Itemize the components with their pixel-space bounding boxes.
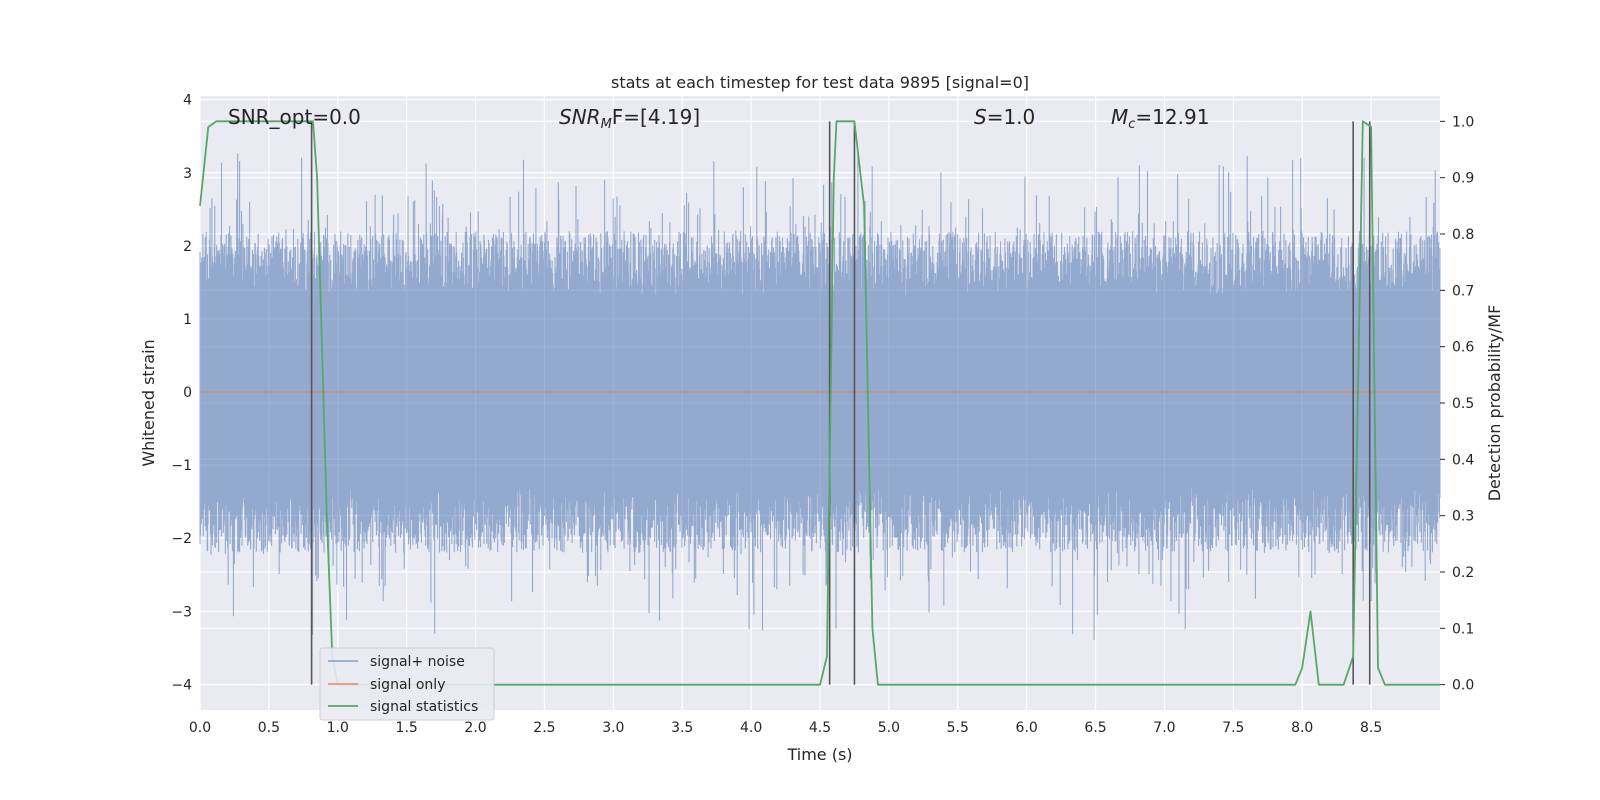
series-signal-statistics — [199, 120, 1440, 686]
y-right-ticks: 1.0 0.9 0.8 0.7 0.6 0.5 0.4 0.3 0.2 0.1 0.0 — [1440, 114, 1474, 694]
series-signal-noise — [199, 152, 1441, 640]
y-left-tick-label: 0 — [183, 385, 192, 401]
y-left-tick-label: 3 — [183, 166, 192, 182]
y-right-tick-label: 0.8 — [1452, 227, 1474, 243]
y-right-tick-label: 0.1 — [1452, 621, 1474, 637]
legend-label-signal-statistics: signal statistics — [370, 699, 478, 715]
annotation-snr-mf: SNRMF=[4.19] — [559, 105, 700, 132]
y-right-tick-label: 0.5 — [1452, 396, 1474, 412]
x-tick-label: 3.5 — [671, 720, 693, 736]
x-tick-label: 6.5 — [1084, 720, 1106, 736]
x-axis-label: Time (s) — [786, 745, 852, 764]
y-right-tick-label: 0.3 — [1452, 509, 1474, 525]
x-tick-label: 8.0 — [1291, 720, 1313, 736]
x-tick-label: 7.0 — [1153, 720, 1175, 736]
y-right-tick-label: 0.4 — [1452, 452, 1474, 468]
x-tick-label: 3.0 — [602, 720, 624, 736]
y-right-tick-label: 0.9 — [1452, 171, 1474, 187]
chart-title: stats at each timestep for test data 989… — [611, 73, 1029, 92]
annotation-snr-mf-sub: M — [601, 117, 612, 132]
y-left-tick-label: 2 — [183, 239, 192, 255]
annotation-mc-rest: =12.91 — [1135, 105, 1209, 129]
annotation-s: S=1.0 — [974, 105, 1035, 129]
y-axis-label-right: Detection probability/MF — [1485, 305, 1504, 502]
legend: signal+ noise signal only signal statist… — [319, 647, 495, 721]
annotation-snr-mf-rest: F=[4.19] — [612, 105, 700, 129]
y-left-tick-label: −3 — [171, 604, 192, 620]
x-tick-label: 4.0 — [740, 720, 762, 736]
y-left-tick-label: 1 — [183, 312, 192, 328]
annotation-mc-sub: c — [1128, 117, 1135, 132]
y-axis-label-left: Whitened strain — [139, 339, 158, 466]
y-right-tick-label: 0.0 — [1452, 678, 1474, 694]
x-tick-label: 4.5 — [809, 720, 831, 736]
y-right-tick-label: 1.0 — [1452, 114, 1474, 130]
x-tick-label: 7.5 — [1222, 720, 1244, 736]
x-tick-label: 1.0 — [327, 720, 349, 736]
y-left-tick-label: −2 — [171, 531, 192, 547]
annotation-s-rest: =1.0 — [987, 105, 1036, 129]
x-tick-label: 5.0 — [878, 720, 900, 736]
y-right-tick-label: 0.2 — [1452, 565, 1474, 581]
legend-box — [319, 647, 495, 721]
x-tick-label: 2.0 — [464, 720, 486, 736]
legend-label-signal-only: signal only — [370, 677, 445, 693]
x-tick-label: 1.5 — [396, 720, 418, 736]
vertical-markers — [310, 121, 1371, 685]
annotation-mc-main: M — [1111, 105, 1128, 129]
y-left-tick-label: 4 — [183, 93, 192, 109]
series-line-signal-statistics — [199, 120, 1440, 686]
x-tick-label: 2.5 — [533, 720, 555, 736]
y-left-ticks: 4 3 2 1 0 −1 −2 −3 −4 — [171, 93, 192, 694]
legend-label-signal-noise: signal+ noise — [370, 654, 465, 670]
annotation-snr-mf-main: SNR — [559, 105, 601, 129]
x-tick-label: 6.0 — [1016, 720, 1038, 736]
series-line-signal-noise — [199, 152, 1441, 640]
annotation-snr-opt: SNR_opt=0.0 — [228, 105, 361, 129]
x-tick-label: 8.5 — [1360, 720, 1382, 736]
y-left-tick-label: −4 — [171, 677, 192, 693]
y-right-tick-label: 0.7 — [1452, 283, 1474, 299]
y-left-tick-label: −1 — [171, 458, 192, 474]
annotation-mc: Mc=12.91 — [1111, 105, 1209, 132]
x-tick-label: 0.5 — [258, 720, 280, 736]
annotation-s-main: S — [974, 105, 987, 129]
x-tick-label: 5.5 — [947, 720, 969, 736]
x-ticks: 0.0 0.5 1.0 1.5 2.0 2.5 3.0 3.5 4.0 4.5 5.0 5.5 6.0 6… — [189, 720, 1382, 736]
y-right-tick-label: 0.6 — [1452, 340, 1474, 356]
x-tick-label: 0.0 — [189, 720, 211, 736]
